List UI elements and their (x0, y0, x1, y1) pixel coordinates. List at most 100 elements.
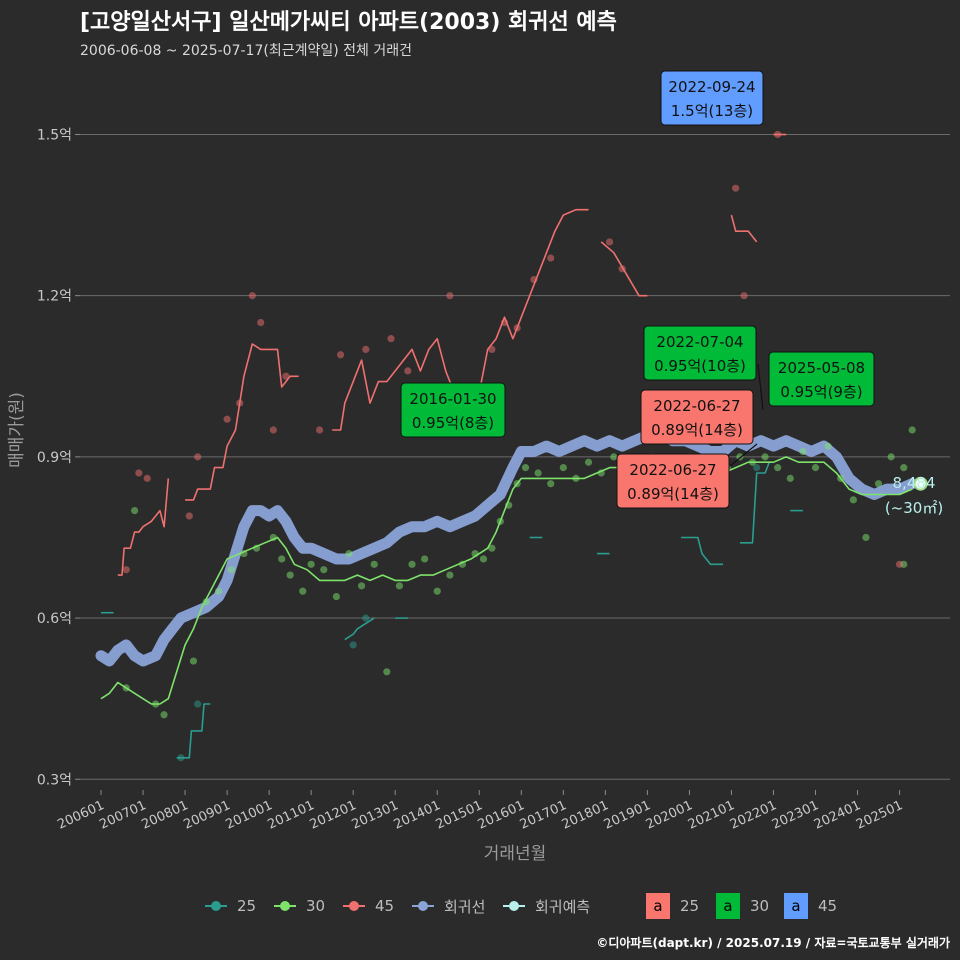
legend-item-regression: 회귀선 (410, 893, 485, 919)
x-tick-label: 201301 (350, 798, 401, 833)
series-45-line (185, 343, 299, 501)
annotation-box (640, 389, 754, 445)
series-45-point (500, 318, 509, 327)
series-45-point (362, 345, 370, 354)
annotation-date: 2022-07-04 (656, 333, 743, 351)
chart-subtitle: 2006-06-08 ~ 2025-07-17(최근계약일) 전체 거래건 (80, 43, 412, 59)
legend-label: 45 (375, 897, 395, 915)
annotation-label: 2022-09-24 1.5억(13층) (660, 70, 764, 126)
series-45-point (143, 474, 151, 482)
annotation-date: 2022-06-27 (629, 461, 716, 479)
series-45-point (248, 292, 256, 300)
series-30-point (748, 458, 757, 466)
series-25-point (362, 614, 370, 622)
series-30-point (215, 587, 223, 595)
annotation-label: 2022-07-04 0.95억(10층) (643, 325, 757, 381)
annotation-value: 0.89억(14층) (651, 421, 743, 439)
series-30-point (799, 447, 807, 456)
series-30-point (547, 480, 555, 488)
series-30-point (269, 533, 277, 542)
legend-label: 30 (306, 897, 326, 915)
annotation-value: 1.5억(13층) (671, 102, 753, 120)
annotation-value: 0.89억(14층) (627, 485, 719, 503)
annotation-value: 0.95억(9층) (780, 383, 862, 401)
series-30-point (227, 566, 235, 574)
legend-box-45: a 45 (784, 893, 837, 919)
series-45-line (600, 241, 648, 297)
series-30-point (862, 533, 870, 542)
annotation-box (660, 70, 764, 126)
annotation-leader (729, 443, 758, 467)
annotation-value: 0.95억(8층) (412, 414, 494, 432)
x-tick-label: 201801 (560, 798, 611, 833)
legend-label: 회귀선 (444, 897, 486, 916)
series-30-point (811, 464, 820, 472)
annotation-box (768, 351, 875, 407)
series-30-point (286, 571, 294, 579)
source-caption: ©디아파트(dapt.kr) / 2025.07.19 / 자료=국토교통부 실… (596, 936, 950, 950)
series-30-point (496, 517, 504, 525)
series-30-point (408, 560, 416, 568)
forecast-layer: 8,484 (~30㎡) (885, 474, 943, 517)
series-45-point (135, 469, 143, 477)
annotation-box (400, 382, 506, 438)
forecast-value: 8,484 (893, 474, 936, 492)
series-30-point (122, 684, 130, 692)
x-tick-label: 201501 (434, 798, 485, 833)
series-30-point (849, 496, 857, 504)
series-45-point (387, 335, 395, 343)
series-25-line (176, 703, 211, 759)
annotation-box (616, 453, 730, 509)
x-tick-label: 200901 (181, 798, 232, 833)
annotation-label: 2022-06-27 0.89억(14층) (640, 389, 754, 445)
series-25-point (177, 754, 185, 762)
x-tick-label: 200701 (97, 798, 148, 833)
series-30-point (458, 560, 467, 568)
annotation-leader (757, 363, 764, 411)
series-25-line (344, 617, 375, 641)
y-tick-label: 0.6억 (37, 611, 72, 627)
series-30-point (513, 480, 521, 488)
series-30-point (252, 544, 261, 552)
series-30-point (908, 426, 916, 434)
series-30-point (332, 592, 340, 601)
series-30-point (471, 549, 479, 558)
annotation-label: 2025-05-08 0.95억(9층) (768, 351, 875, 407)
x-tick-label: 201101 (266, 798, 317, 833)
legend-item-45: 45 (341, 893, 394, 919)
series-30-point (189, 657, 198, 665)
series-45-point (257, 318, 265, 327)
chart: 0.3억0.6억0.9억1.2억1.5억 2006012007012008012… (7, 70, 950, 864)
series-45-point (530, 275, 538, 284)
series-45-line (730, 214, 758, 243)
annotation-label: 2022-06-27 0.89억(14층) (616, 453, 730, 509)
series-25-point (753, 464, 761, 472)
annotation-date: 2016-01-30 (409, 390, 496, 408)
series-30-point (774, 464, 782, 472)
legend-label: 30 (750, 897, 770, 915)
legend-item-30: 30 (272, 893, 325, 919)
x-tick-label: 202301 (770, 798, 821, 833)
x-tick-label: 200801 (139, 798, 190, 833)
annotation-box (643, 325, 757, 381)
series-30-point (307, 560, 315, 568)
series-30-line (100, 456, 913, 705)
series-30-point (320, 566, 328, 574)
y-tick-label: 1.2억 (37, 289, 72, 305)
regression-layer (95, 424, 918, 667)
series-45-point (488, 345, 496, 354)
annotation-label: 2016-01-30 0.95억(8층) (400, 382, 506, 438)
series-30-point (433, 587, 441, 595)
series-25-point (349, 641, 357, 649)
legend-label: 45 (818, 897, 838, 915)
series-25-line (681, 536, 723, 566)
series-45-point (618, 265, 626, 273)
legend-label: 25 (680, 897, 700, 915)
legend-box-30: a 30 (716, 893, 769, 919)
x-tick-label: 200601 (55, 798, 106, 833)
series-30-point (278, 555, 286, 563)
series-45-point (194, 453, 202, 461)
series-30-point (446, 571, 454, 579)
legend-item-forecast: 회귀예측 (501, 893, 590, 919)
series-45-point (185, 512, 193, 520)
